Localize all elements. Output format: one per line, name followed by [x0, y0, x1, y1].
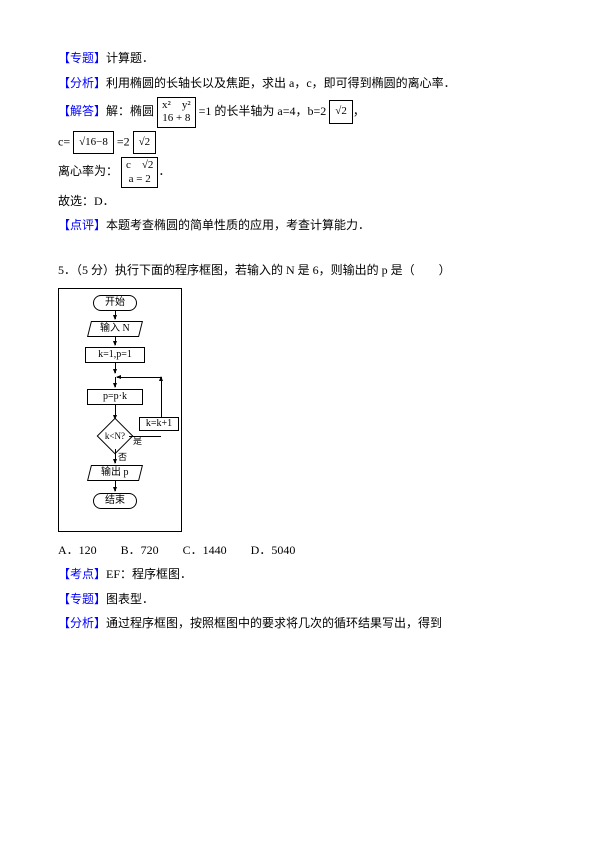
q5-analysis-text: 通过程序框图，按照框图中的要求将几次的循环结果写出，得到 — [106, 616, 442, 630]
solve-pre: 解：椭圆 — [106, 104, 154, 118]
frac-bot: a = 2 — [129, 173, 151, 185]
q5-stem-text: 5．（5 分）执行下面的程序框图，若输入的 N 是 6，则输出的 p 是（ ） — [58, 263, 451, 277]
q5-test-line: 【考点】EF：程序框图． — [58, 564, 537, 586]
q5-test-text: EF：程序框图． — [106, 567, 192, 581]
q5-stem: 5．（5 分）执行下面的程序框图，若输入的 N 是 6，则输出的 p 是（ ） — [58, 260, 537, 282]
inc-in-line — [149, 436, 161, 437]
frac-top: c √2 — [126, 159, 153, 171]
q5-options: A．120 B．720 C．1440 D．5040 — [58, 540, 537, 562]
analysis-label: 【分析】 — [58, 76, 106, 90]
solve-line3: 离心率为： c √2 a = 2 ． — [58, 157, 537, 187]
spacer — [58, 240, 537, 260]
fc-start-text: 开始 — [105, 294, 125, 312]
q5-analysis-label: 【分析】 — [58, 616, 106, 630]
q5-topic-label: 【专题】 — [58, 592, 106, 606]
ellipse-bot: 16 + 8 — [162, 112, 190, 124]
analysis-text: 利用椭圆的长轴长以及焦距，求出 a，c，即可得到椭圆的离心率． — [106, 76, 456, 90]
fc-input-text: 输入 N — [100, 320, 130, 338]
fc-end: 结束 — [93, 493, 137, 509]
cond-right-line — [129, 436, 149, 437]
sqrt16m8: √16−8 — [73, 131, 114, 155]
fc-cond-text: k<N? — [105, 427, 125, 443]
ecc-frac: c √2 a = 2 — [121, 157, 158, 187]
answer-line: 故选：D． — [58, 191, 537, 213]
comma: ， — [353, 104, 365, 118]
review-text: 本题考查椭圆的简单性质的应用，考查计算能力． — [106, 218, 370, 232]
fc-assign: p=p·k — [87, 389, 143, 405]
arrow-2 — [115, 337, 116, 345]
solve-label: 【解答】 — [58, 104, 106, 118]
fc-start: 开始 — [93, 295, 137, 311]
solve-mid3: 离心率为： — [58, 164, 118, 178]
sqrt2-b: √2 — [133, 131, 157, 155]
topic-line: 【专题】计算题． — [58, 48, 537, 70]
period: ． — [158, 164, 170, 178]
review-line: 【点评】本题考查椭圆的简单性质的应用，考查计算能力． — [58, 215, 537, 237]
q5-options-text: A．120 B．720 C．1440 D．5040 — [58, 543, 295, 557]
ellipse-top: x² y² — [162, 99, 191, 111]
analysis-line: 【分析】利用椭圆的长轴长以及焦距，求出 a，c，即可得到椭圆的离心率． — [58, 73, 537, 95]
loop-up — [161, 377, 162, 417]
loop-back — [117, 377, 161, 378]
fc-init-text: k=1,p=1 — [98, 346, 132, 364]
ellipse-formula: x² y²16 + 8 — [157, 97, 196, 127]
c-eq: c= — [58, 134, 70, 148]
q5-topic-text: 图表型． — [106, 592, 154, 606]
fc-assign-text: p=p·k — [103, 388, 127, 406]
review-label: 【点评】 — [58, 218, 106, 232]
fc-output-text: 输出 p — [101, 464, 129, 482]
fc-output: 输出 p — [87, 465, 143, 481]
eq-text: =2 — [117, 134, 130, 148]
q5-topic-line: 【专题】图表型． — [58, 589, 537, 611]
sqrt2-a: √2 — [329, 100, 353, 124]
flowchart: 开始 输入 N k=1,p=1 p=p·k k<N? 是 k=k+1 否 输出 … — [58, 288, 182, 532]
topic-text: 计算题． — [106, 51, 154, 65]
fc-inc: k=k+1 — [139, 417, 179, 431]
q5-test-label: 【考点】 — [58, 567, 106, 581]
solve-mid1: =1 的长半轴为 a=4，b=2 — [199, 104, 327, 118]
arrow-6 — [115, 481, 116, 491]
fc-inc-text: k=k+1 — [146, 415, 172, 433]
arrow-1 — [115, 311, 116, 319]
fc-input: 输入 N — [87, 321, 143, 337]
no-label: 否 — [118, 449, 127, 465]
solve-line1: 【解答】解：椭圆 x² y²16 + 8 =1 的长半轴为 a=4，b=2 √2… — [58, 97, 537, 127]
fc-end-text: 结束 — [105, 492, 125, 510]
topic-label: 【专题】 — [58, 51, 106, 65]
q5-analysis-line: 【分析】通过程序框图，按照框图中的要求将几次的循环结果写出，得到 — [58, 613, 537, 635]
arrow-4 — [115, 405, 116, 419]
fc-init: k=1,p=1 — [85, 347, 145, 363]
arrow-5 — [115, 449, 116, 463]
arrow-3 — [115, 363, 116, 373]
solve-line2: c= √16−8 =2 √2 — [58, 131, 537, 155]
answer-text: 故选：D． — [58, 194, 115, 208]
